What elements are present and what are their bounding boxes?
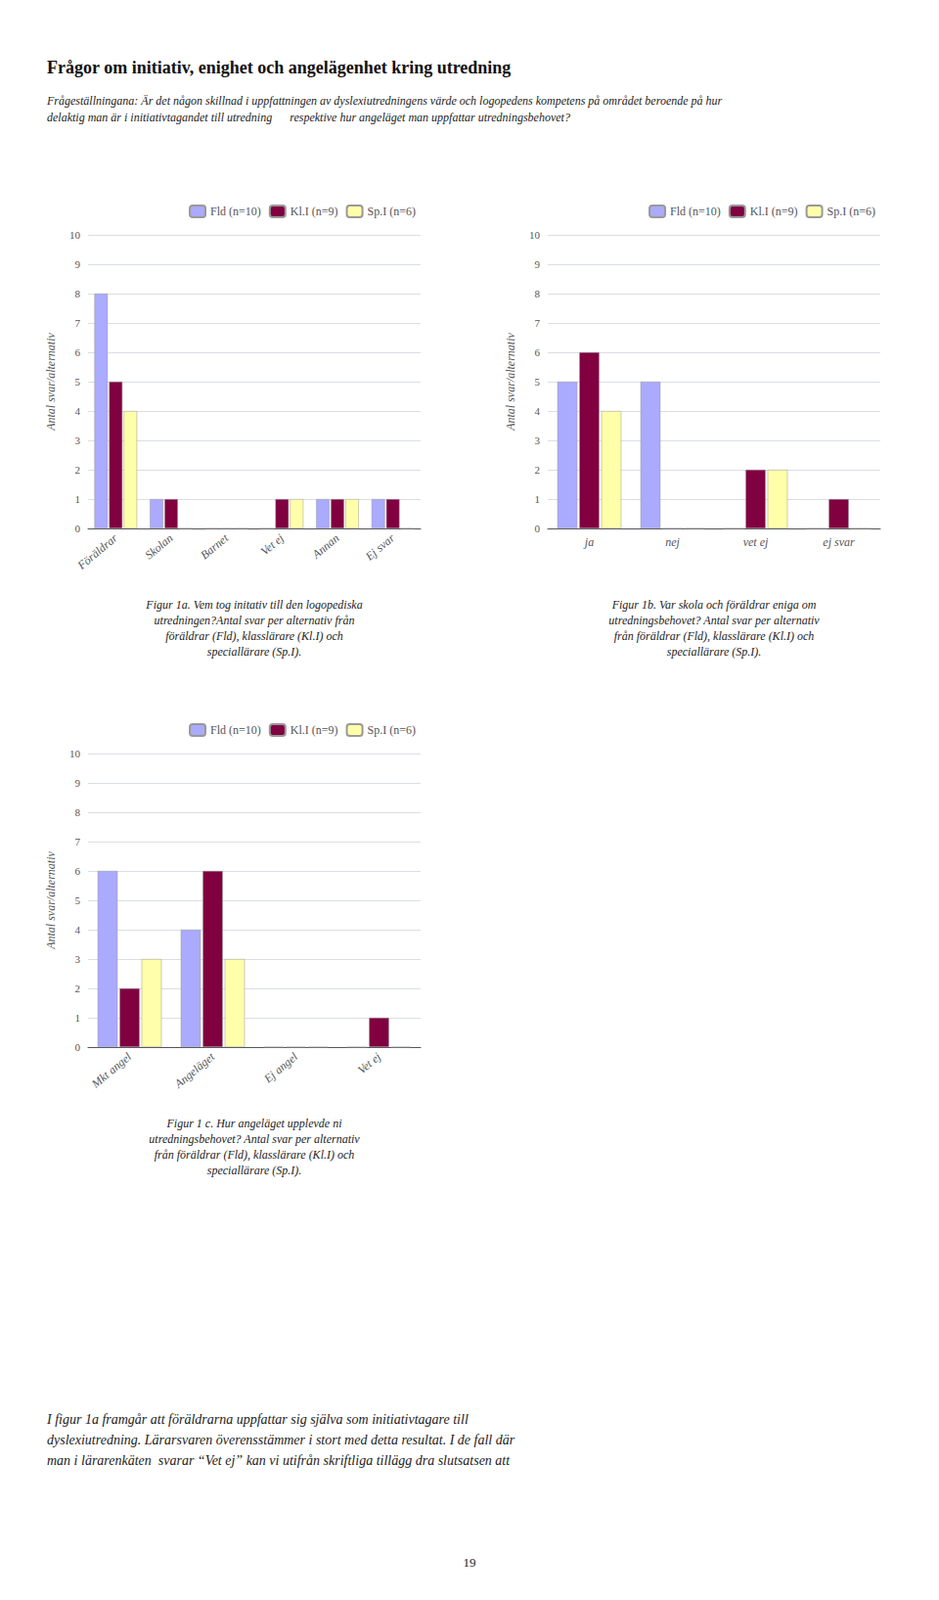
svg-text:2: 2 [75, 982, 82, 994]
svg-text:Skolan: Skolan [141, 531, 176, 563]
svg-text:Barnet: Barnet [197, 530, 232, 562]
svg-text:Kl.I (n=9): Kl.I (n=9) [750, 204, 799, 219]
svg-text:Antal svar/alternativ: Antal svar/alternativ [44, 849, 58, 949]
svg-text:4: 4 [535, 404, 541, 417]
svg-text:dyslexiutredning. Lärarsvaren: dyslexiutredning. Lärarsvaren överensstä… [46, 1431, 516, 1447]
svg-text:delaktig man är i initiativtag: delaktig man är i initiativtagandet till… [46, 110, 571, 125]
svg-text:Angeläget: Angeläget [171, 1048, 219, 1091]
svg-text:3: 3 [75, 434, 82, 447]
svg-text:Vet ej: Vet ej [258, 530, 288, 558]
svg-text:Kl.I (n=9): Kl.I (n=9) [290, 722, 339, 737]
svg-text:4: 4 [75, 923, 82, 936]
svg-text:Figur 1b. Var skola och föräld: Figur 1b. Var skola och föräldrar eniga … [611, 597, 817, 612]
svg-text:8: 8 [75, 287, 82, 300]
svg-text:5: 5 [75, 375, 82, 388]
svg-text:man i lärarenkäten svarar “Ve: man i lärarenkäten svarar “Vet ej” kan v… [46, 1452, 511, 1468]
svg-text:Antal svar/alternativ: Antal svar/alternativ [503, 331, 518, 431]
svg-text:Sp.I (n=6): Sp.I (n=6) [367, 722, 416, 737]
svg-text:utredningsbehovet? Antal svar: utredningsbehovet? Antal svar per altern… [608, 613, 820, 627]
svg-text:vet ej: vet ej [743, 535, 769, 549]
svg-text:Ej svar: Ej svar [361, 530, 398, 564]
svg-text:7: 7 [75, 316, 82, 329]
svg-text:4: 4 [75, 404, 82, 417]
svg-text:Annan: Annan [309, 531, 343, 563]
svg-text:ja: ja [582, 535, 594, 549]
svg-text:9: 9 [75, 776, 82, 789]
svg-text:speciallärare (Sp.I).: speciallärare (Sp.I). [207, 644, 303, 659]
svg-text:föräldrar (Fld), klasslärare (: föräldrar (Fld), klasslärare (Kl.I) och [165, 628, 344, 643]
svg-text:Frågeställningana: Är det någo: Frågeställningana: Är det någon skillnad… [45, 93, 723, 108]
svg-text:utredningen?Antal svar per alt: utredningen?Antal svar per alternativ fr… [154, 613, 356, 627]
svg-text:Fld (n=10): Fld (n=10) [210, 722, 262, 737]
svg-text:Fld (n=10): Fld (n=10) [210, 204, 262, 219]
svg-text:3: 3 [75, 952, 82, 965]
svg-text:Sp.I (n=6): Sp.I (n=6) [367, 204, 416, 219]
svg-text:6: 6 [75, 346, 82, 358]
svg-text:Kl.I (n=9): Kl.I (n=9) [290, 204, 339, 219]
svg-text:9: 9 [75, 258, 82, 270]
svg-text:2: 2 [535, 463, 541, 476]
svg-text:nej: nej [665, 535, 680, 549]
svg-text:5: 5 [535, 375, 541, 388]
svg-text:8: 8 [75, 805, 82, 818]
svg-text:från föräldrar (Fld), klasslär: från föräldrar (Fld), klasslärare (Kl.I)… [614, 628, 815, 643]
svg-text:1: 1 [75, 492, 82, 505]
svg-text:19: 19 [463, 1554, 477, 1569]
svg-text:1: 1 [535, 492, 541, 505]
svg-text:0: 0 [535, 522, 541, 535]
svg-text:Vet ej: Vet ej [355, 1048, 385, 1076]
svg-text:Antal svar/alternativ: Antal svar/alternativ [44, 331, 58, 431]
svg-text:3: 3 [535, 434, 541, 447]
svg-text:10: 10 [69, 747, 82, 760]
svg-text:6: 6 [75, 864, 82, 877]
svg-text:Frågor om initiativ, enighet o: Frågor om initiativ, enighet och angeläg… [46, 57, 511, 78]
svg-text:Sp.I (n=6): Sp.I (n=6) [827, 204, 876, 219]
svg-text:9: 9 [535, 258, 541, 270]
svg-text:1: 1 [75, 1011, 82, 1024]
svg-text:10: 10 [69, 228, 82, 241]
svg-text:10: 10 [529, 228, 541, 241]
svg-text:7: 7 [535, 316, 541, 329]
svg-text:Figur 1 c. Hur angeläget upple: Figur 1 c. Hur angeläget upplevde ni [166, 1116, 343, 1130]
svg-text:ej svar: ej svar [822, 535, 855, 549]
svg-text:7: 7 [75, 835, 82, 848]
svg-text:0: 0 [75, 1040, 82, 1053]
svg-text:Fld (n=10): Fld (n=10) [670, 204, 721, 219]
svg-text:Figur 1a. Vem tog initativ til: Figur 1a. Vem tog initativ till den logo… [144, 597, 362, 612]
svg-text:Föräldrar: Föräldrar [74, 530, 121, 573]
svg-text:5: 5 [75, 894, 82, 906]
svg-text:speciallärare (Sp.I).: speciallärare (Sp.I). [667, 644, 762, 659]
svg-text:6: 6 [535, 346, 541, 358]
svg-text:0: 0 [75, 522, 82, 535]
svg-text:från föräldrar (Fld), klasslär: från föräldrar (Fld), klasslärare (Kl.I)… [154, 1147, 356, 1162]
svg-text:Ej angel: Ej angel [260, 1048, 301, 1086]
svg-text:Mkt angel: Mkt angel [88, 1048, 135, 1091]
svg-text:8: 8 [535, 287, 541, 300]
svg-text:speciallärare (Sp.I).: speciallärare (Sp.I). [207, 1162, 303, 1177]
svg-text:utredningsbehovet? Antal svar: utredningsbehovet? Antal svar per altern… [148, 1131, 360, 1146]
svg-text:I figur 1a framgår att föräldr: I figur 1a framgår att föräldrarna uppfa… [45, 1411, 469, 1427]
svg-text:2: 2 [75, 463, 82, 476]
